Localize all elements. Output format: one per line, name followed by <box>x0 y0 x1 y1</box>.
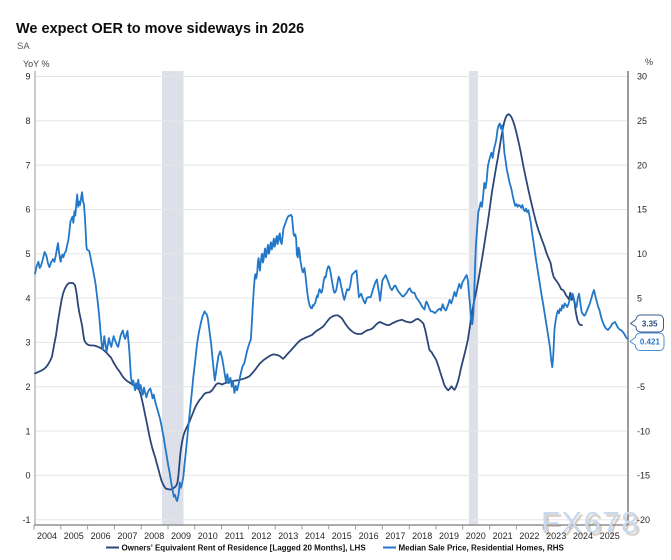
svg-text:8: 8 <box>25 116 30 126</box>
svg-text:We expect OER to move sideways: We expect OER to move sideways in 2026 <box>16 21 304 37</box>
svg-text:2017: 2017 <box>385 531 405 541</box>
svg-text:2005: 2005 <box>64 531 84 541</box>
svg-text:25: 25 <box>637 116 647 126</box>
svg-text:2015: 2015 <box>332 531 352 541</box>
svg-text:YoY %: YoY % <box>23 59 50 69</box>
svg-text:2021: 2021 <box>493 531 513 541</box>
svg-text:3: 3 <box>25 338 30 348</box>
svg-text:-15: -15 <box>637 471 650 481</box>
svg-text:-10: -10 <box>637 426 650 436</box>
svg-text:2018: 2018 <box>412 531 432 541</box>
svg-text:2008: 2008 <box>144 531 164 541</box>
svg-text:2009: 2009 <box>171 531 191 541</box>
svg-text:2010: 2010 <box>198 531 218 541</box>
svg-text:2016: 2016 <box>359 531 379 541</box>
svg-text:5: 5 <box>25 249 30 259</box>
svg-text:4: 4 <box>25 293 30 303</box>
svg-text:30: 30 <box>637 72 647 82</box>
svg-text:Median Sale Price, Residential: Median Sale Price, Residential Homes, RH… <box>399 544 565 553</box>
svg-text:2007: 2007 <box>117 531 137 541</box>
svg-text:FX678: FX678 <box>544 508 643 543</box>
svg-text:2023: 2023 <box>546 531 566 541</box>
svg-text:2011: 2011 <box>225 531 244 541</box>
svg-text:-5: -5 <box>637 382 645 392</box>
svg-text:Owners' Equivalent Rent of Res: Owners' Equivalent Rent of Residence [La… <box>122 544 367 553</box>
svg-text:2004: 2004 <box>37 531 57 541</box>
svg-text:2022: 2022 <box>519 531 539 541</box>
svg-text:9: 9 <box>25 72 30 82</box>
svg-text:15: 15 <box>637 205 647 215</box>
svg-text:2025: 2025 <box>600 531 620 541</box>
svg-text:2024: 2024 <box>573 531 593 541</box>
svg-text:2: 2 <box>25 382 30 392</box>
svg-text:%: % <box>645 57 653 67</box>
svg-text:1: 1 <box>25 426 30 436</box>
svg-text:0.421: 0.421 <box>640 338 661 347</box>
svg-text:7: 7 <box>25 160 30 170</box>
svg-text:3.35: 3.35 <box>642 320 658 329</box>
svg-text:-1: -1 <box>22 515 30 525</box>
svg-text:2012: 2012 <box>251 531 271 541</box>
svg-text:FX678: FX678 <box>541 505 640 540</box>
svg-text:10: 10 <box>637 249 647 259</box>
svg-text:-20: -20 <box>637 515 650 525</box>
svg-text:20: 20 <box>637 160 647 170</box>
svg-text:2014: 2014 <box>305 531 325 541</box>
svg-text:6: 6 <box>25 205 30 215</box>
svg-text:2019: 2019 <box>439 531 459 541</box>
svg-text:0: 0 <box>25 471 30 481</box>
svg-text:2013: 2013 <box>278 531 298 541</box>
svg-text:SA: SA <box>17 41 30 52</box>
svg-text:2006: 2006 <box>91 531 111 541</box>
svg-text:2020: 2020 <box>466 531 486 541</box>
svg-text:5: 5 <box>637 293 642 303</box>
